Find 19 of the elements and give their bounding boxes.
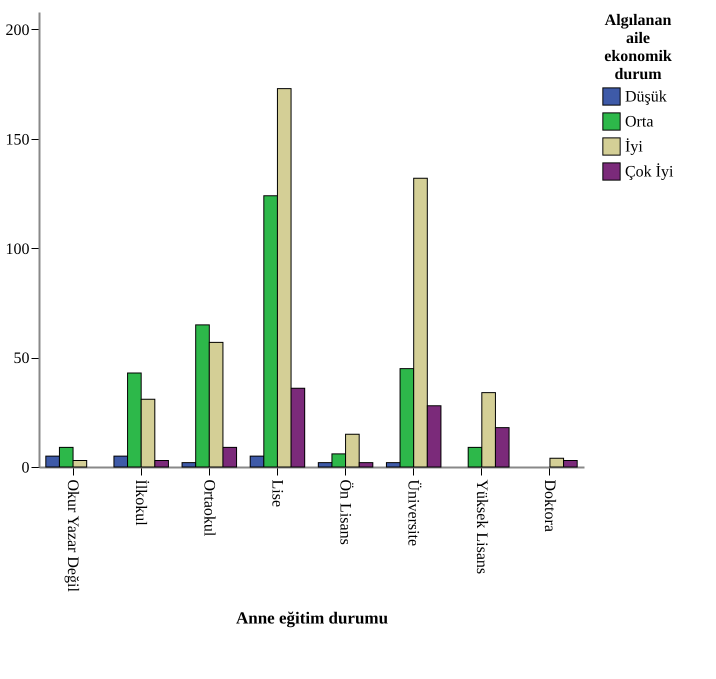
legend-label: Çok İyi bbox=[625, 162, 674, 180]
x-tick-label: Üniversite bbox=[404, 480, 422, 546]
y-tick-label: 0 bbox=[22, 460, 30, 476]
x-tick-label: Okur Yazar Değil bbox=[64, 480, 82, 592]
y-tick-label: 50 bbox=[14, 350, 30, 368]
x-tick-label: Ortaokul bbox=[200, 480, 218, 537]
y-tick-label: 100 bbox=[6, 240, 30, 258]
x-tick-label: Ön Lisans bbox=[336, 480, 354, 545]
legend-title: Algılanan aile ekonomik durum bbox=[604, 12, 672, 83]
x-tick-label: İlkokul bbox=[132, 480, 150, 526]
x-tick-label: Doktora bbox=[540, 480, 558, 532]
y-tick-label: 200 bbox=[6, 22, 30, 39]
legend-label: Orta bbox=[625, 114, 654, 130]
x-axis-title: Anne eğitim durumu bbox=[236, 608, 388, 628]
y-tick-label: 150 bbox=[6, 131, 30, 148]
legend-label: İyi bbox=[625, 138, 644, 156]
legend-label: Düşük bbox=[625, 88, 667, 106]
x-tick-label: Yüksek Lisans bbox=[472, 480, 490, 574]
x-tick-label: Lise bbox=[268, 480, 286, 508]
